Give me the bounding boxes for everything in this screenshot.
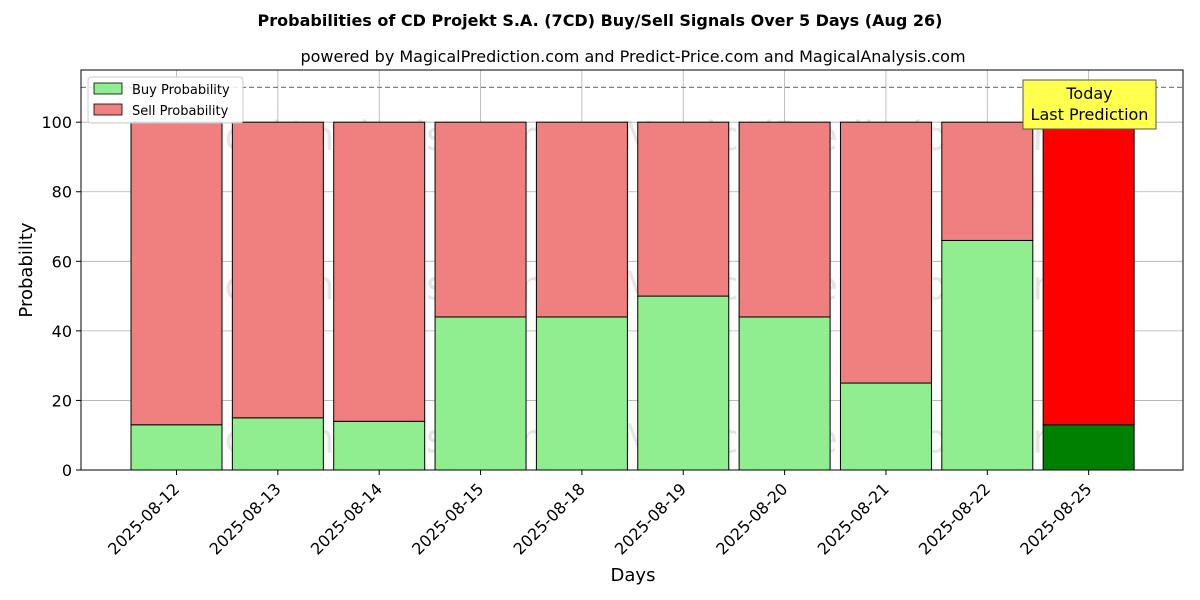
y-tick-label: 80 <box>52 183 72 202</box>
x-tick-label: 2025-08-13 <box>205 479 284 558</box>
sell-bar <box>535 121 628 318</box>
buy-bar <box>130 424 223 471</box>
sell-bar <box>738 121 831 318</box>
sell-bar <box>333 121 426 422</box>
y-tick-label: 20 <box>52 391 72 410</box>
y-tick-label: 100 <box>41 113 72 132</box>
buy-bar <box>333 420 426 471</box>
chart-subtitle: powered by MagicalPrediction.com and Pre… <box>300 47 965 66</box>
annotation-line-1: Today <box>1065 84 1112 103</box>
legend-sell-swatch <box>93 103 123 116</box>
annotation-box <box>1022 79 1157 130</box>
x-tick-label: 2025-08-14 <box>307 479 386 558</box>
sell-bar <box>130 121 223 426</box>
x-axis-label: Days <box>611 565 656 586</box>
buy-bar <box>839 382 932 471</box>
y-tick-label: 0 <box>62 461 72 480</box>
x-tick-label: 2025-08-22 <box>915 479 994 558</box>
x-tick-label: 2025-08-15 <box>408 479 487 558</box>
plot-frame <box>80 69 1184 471</box>
x-tick-label: 2025-08-21 <box>814 479 893 558</box>
y-tick-label: 40 <box>52 322 72 341</box>
legend-buy-swatch <box>93 82 123 95</box>
buy-bar <box>231 417 324 471</box>
buy-bar <box>434 316 527 471</box>
legend-buy-label: Buy Probability <box>132 83 230 98</box>
x-axis: 2025-08-12 2025-08-13 2025-08-14 2025-08-15… <box>104 470 1095 559</box>
legend-box <box>87 76 244 124</box>
x-tick-label: 2025-08-18 <box>510 479 589 558</box>
x-tick-label: 2025-08-20 <box>712 479 791 558</box>
sell-bar <box>839 121 932 384</box>
chart-title: Probabilities of CD Projekt S.A. (7CD) B… <box>258 11 943 30</box>
sell-bar <box>637 121 730 297</box>
x-tick-label: 2025-08-12 <box>104 479 183 558</box>
today-annotation: Today Last Prediction <box>1022 79 1157 130</box>
buy-bar <box>941 239 1034 471</box>
x-tick-label: 2025-08-25 <box>1016 479 1095 558</box>
legend: Buy Probability Sell Probability <box>87 76 244 124</box>
sell-bar <box>941 121 1034 241</box>
x-tick-label: 2025-08-19 <box>611 479 690 558</box>
buy-bar <box>1042 424 1135 471</box>
y-axis-label: Probability <box>16 222 37 317</box>
sell-bar <box>1042 121 1135 426</box>
sell-bar <box>231 121 324 419</box>
sell-bar <box>434 121 527 318</box>
annotation-line-2: Last Prediction <box>1031 105 1149 124</box>
bars <box>130 121 1135 471</box>
buy-bar <box>535 316 628 471</box>
y-tick-label: 60 <box>52 252 72 271</box>
y-axis: 0 20 40 60 80 100 <box>41 113 81 480</box>
buy-bar <box>738 316 831 471</box>
buy-bar <box>637 295 730 471</box>
legend-sell-label: Sell Probability <box>132 104 229 119</box>
